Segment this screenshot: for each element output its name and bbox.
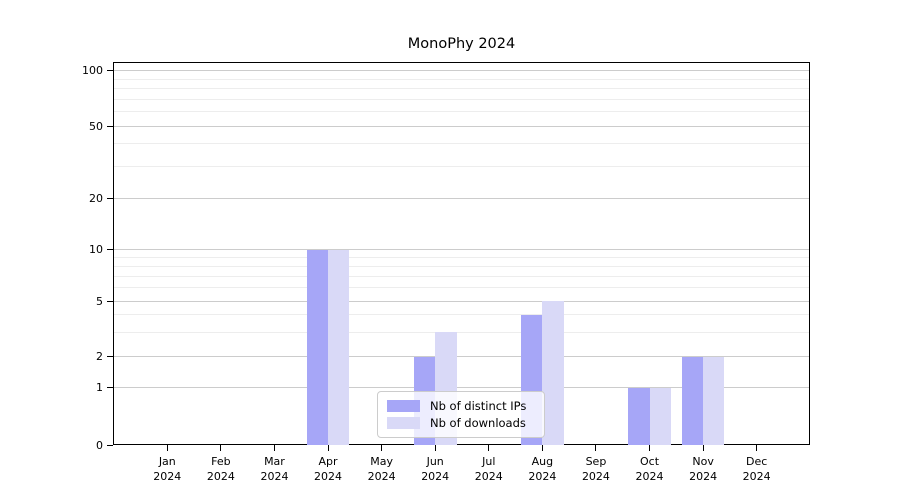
- y-minor-gridline: [114, 98, 809, 100]
- x-tick-month: Aug: [531, 455, 554, 468]
- x-tick-month: Jul: [482, 455, 496, 468]
- legend-item-distinct-ips: Nb of distinct IPs: [387, 397, 535, 415]
- legend-swatch-downloads: [387, 417, 420, 430]
- x-tick-label: Jan 2024: [137, 454, 197, 484]
- x-tick-mark: [756, 445, 758, 451]
- legend-label-downloads: Nb of downloads: [430, 416, 526, 431]
- y-minor-gridline: [114, 286, 809, 288]
- x-tick-label: Jul 2024: [459, 454, 519, 484]
- x-tick-year: 2024: [635, 470, 664, 483]
- y-minor-gridline: [114, 165, 809, 167]
- x-tick-mark: [327, 445, 329, 451]
- y-tick-label: 0: [96, 438, 103, 452]
- legend-swatch-distinct-ips: [387, 399, 420, 412]
- bar-downloads: [542, 301, 564, 445]
- x-tick-label: May 2024: [352, 454, 412, 484]
- y-tick-mark: [107, 387, 113, 389]
- y-major-gridline: [114, 197, 809, 199]
- x-tick-mark: [649, 445, 651, 451]
- x-tick-label: Jun 2024: [405, 454, 465, 484]
- x-tick-month: Nov: [692, 455, 714, 468]
- y-minor-gridline: [114, 314, 809, 316]
- x-tick-year: 2024: [153, 470, 182, 483]
- legend-label-distinct-ips: Nb of distinct IPs: [430, 398, 527, 413]
- x-tick-label: Aug 2024: [512, 454, 572, 484]
- y-minor-gridline: [114, 331, 809, 333]
- x-tick-mark: [702, 445, 704, 451]
- y-tick-label: 100: [82, 64, 103, 78]
- x-tick-label: Sep 2024: [566, 454, 626, 484]
- y-minor-gridline: [114, 110, 809, 112]
- x-tick-year: 2024: [314, 470, 343, 483]
- y-minor-gridline: [114, 265, 809, 267]
- x-tick-mark: [434, 445, 436, 451]
- y-tick-mark: [107, 356, 113, 358]
- y-tick-label: 50: [89, 119, 103, 133]
- y-minor-gridline: [114, 143, 809, 145]
- x-tick-mark: [488, 445, 490, 451]
- bar-distinct-ips: [306, 249, 329, 445]
- bar-downloads: [703, 356, 725, 445]
- y-tick-mark: [107, 197, 113, 199]
- x-tick-year: 2024: [421, 470, 450, 483]
- x-tick-year: 2024: [206, 470, 235, 483]
- y-tick-label: 20: [89, 191, 103, 205]
- x-tick-mark: [595, 445, 597, 451]
- legend: Nb of distinct IPs Nb of downloads: [377, 391, 545, 438]
- x-tick-year: 2024: [474, 470, 503, 483]
- x-tick-label: Apr 2024: [298, 454, 358, 484]
- x-tick-month: Sep: [585, 455, 607, 468]
- x-tick-label: Oct 2024: [620, 454, 680, 484]
- y-minor-gridline: [114, 275, 809, 277]
- x-tick-year: 2024: [742, 470, 771, 483]
- y-tick-mark: [107, 300, 113, 302]
- y-minor-gridline: [114, 78, 809, 80]
- x-tick-month: Apr: [318, 455, 338, 468]
- y-major-gridline: [114, 300, 809, 302]
- y-major-gridline: [114, 70, 809, 72]
- x-tick-month: Feb: [211, 455, 231, 468]
- x-tick-label: Mar 2024: [244, 454, 304, 484]
- y-tick-label: 10: [89, 243, 103, 256]
- y-tick-mark: [107, 444, 113, 446]
- x-tick-month: Jun: [426, 455, 444, 468]
- bar-distinct-ips: [628, 387, 650, 445]
- x-tick-year: 2024: [581, 470, 610, 483]
- y-major-gridline: [114, 125, 809, 127]
- x-tick-label: Nov 2024: [673, 454, 733, 484]
- x-tick-year: 2024: [689, 470, 718, 483]
- x-tick-mark: [220, 445, 222, 451]
- chart-title: MonoPhy 2024: [407, 36, 516, 52]
- legend-item-downloads: Nb of downloads: [387, 415, 535, 433]
- y-major-gridline: [114, 249, 809, 250]
- x-tick-month: Jan: [158, 455, 176, 468]
- bar-downloads: [649, 387, 671, 445]
- x-tick-month: May: [370, 455, 393, 468]
- x-tick-mark: [166, 445, 168, 451]
- bar-downloads: [328, 249, 350, 445]
- x-tick-mark: [273, 445, 275, 451]
- y-tick-label: 2: [96, 350, 103, 364]
- y-tick-mark: [107, 70, 113, 72]
- x-tick-month: Oct: [640, 455, 660, 468]
- x-tick-mark: [381, 445, 383, 451]
- x-tick-label: Dec 2024: [727, 454, 787, 484]
- x-tick-mark: [541, 445, 543, 451]
- x-tick-month: Dec: [746, 455, 768, 468]
- x-tick-year: 2024: [367, 470, 396, 483]
- x-tick-label: Feb 2024: [191, 454, 251, 484]
- y-tick-label: 5: [96, 294, 103, 308]
- y-tick-mark: [107, 249, 113, 250]
- y-major-gridline: [114, 356, 809, 358]
- x-tick-month: Mar: [264, 455, 285, 468]
- y-minor-gridline: [114, 256, 809, 258]
- x-tick-year: 2024: [260, 470, 289, 483]
- y-tick-label: 1: [96, 381, 103, 395]
- y-minor-gridline: [114, 88, 809, 89]
- x-tick-year: 2024: [528, 470, 557, 483]
- bar-distinct-ips: [681, 356, 704, 445]
- y-major-gridline: [114, 387, 809, 389]
- y-tick-mark: [107, 125, 113, 127]
